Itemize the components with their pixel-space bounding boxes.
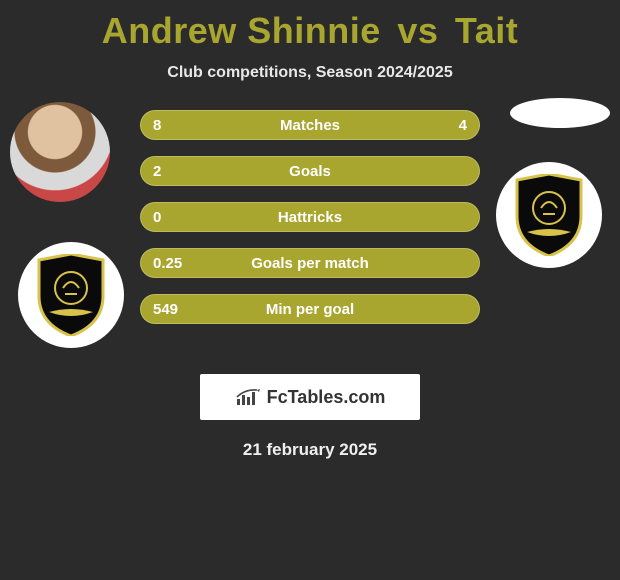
- stat-bar-goals: 2 Goals: [140, 156, 480, 186]
- title-vs: vs: [397, 10, 438, 51]
- stat-label: Goals: [289, 163, 331, 180]
- player2-avatar: [510, 98, 610, 128]
- stat-bar-matches: 8 Matches 4: [140, 110, 480, 140]
- date-label: 21 february 2025: [0, 440, 620, 460]
- stat-label: Goals per match: [251, 255, 369, 272]
- stat-left-value: 0.25: [153, 255, 182, 272]
- stat-bar-hattricks: 0 Hattricks: [140, 202, 480, 232]
- shield-icon: [35, 254, 107, 336]
- page-title: Andrew Shinnie vs Tait: [0, 0, 620, 52]
- stat-left-value: 2: [153, 163, 161, 180]
- player2-club-badge: [496, 162, 602, 268]
- comparison-panel: 8 Matches 4 2 Goals 0 Hattricks 0.25 Goa…: [0, 110, 620, 370]
- player1-avatar: [10, 102, 110, 202]
- stat-bar-min-per-goal: 549 Min per goal: [140, 294, 480, 324]
- stat-label: Hattricks: [278, 209, 342, 226]
- title-player1: Andrew Shinnie: [102, 10, 381, 51]
- player1-club-badge: [18, 242, 124, 348]
- stat-bars: 8 Matches 4 2 Goals 0 Hattricks 0.25 Goa…: [140, 110, 480, 340]
- stat-left-value: 8: [153, 117, 161, 134]
- source-logo: FcTables.com: [200, 374, 420, 420]
- stat-left-value: 549: [153, 301, 178, 318]
- chart-icon: [235, 387, 261, 407]
- source-logo-text: FcTables.com: [267, 387, 386, 408]
- subtitle: Club competitions, Season 2024/2025: [0, 64, 620, 82]
- title-player2: Tait: [455, 10, 518, 51]
- stat-right-value: 4: [459, 117, 467, 134]
- shield-icon: [513, 174, 585, 256]
- stat-bar-goals-per-match: 0.25 Goals per match: [140, 248, 480, 278]
- stat-left-value: 0: [153, 209, 161, 226]
- stat-label: Matches: [280, 117, 340, 134]
- stat-label: Min per goal: [266, 301, 354, 318]
